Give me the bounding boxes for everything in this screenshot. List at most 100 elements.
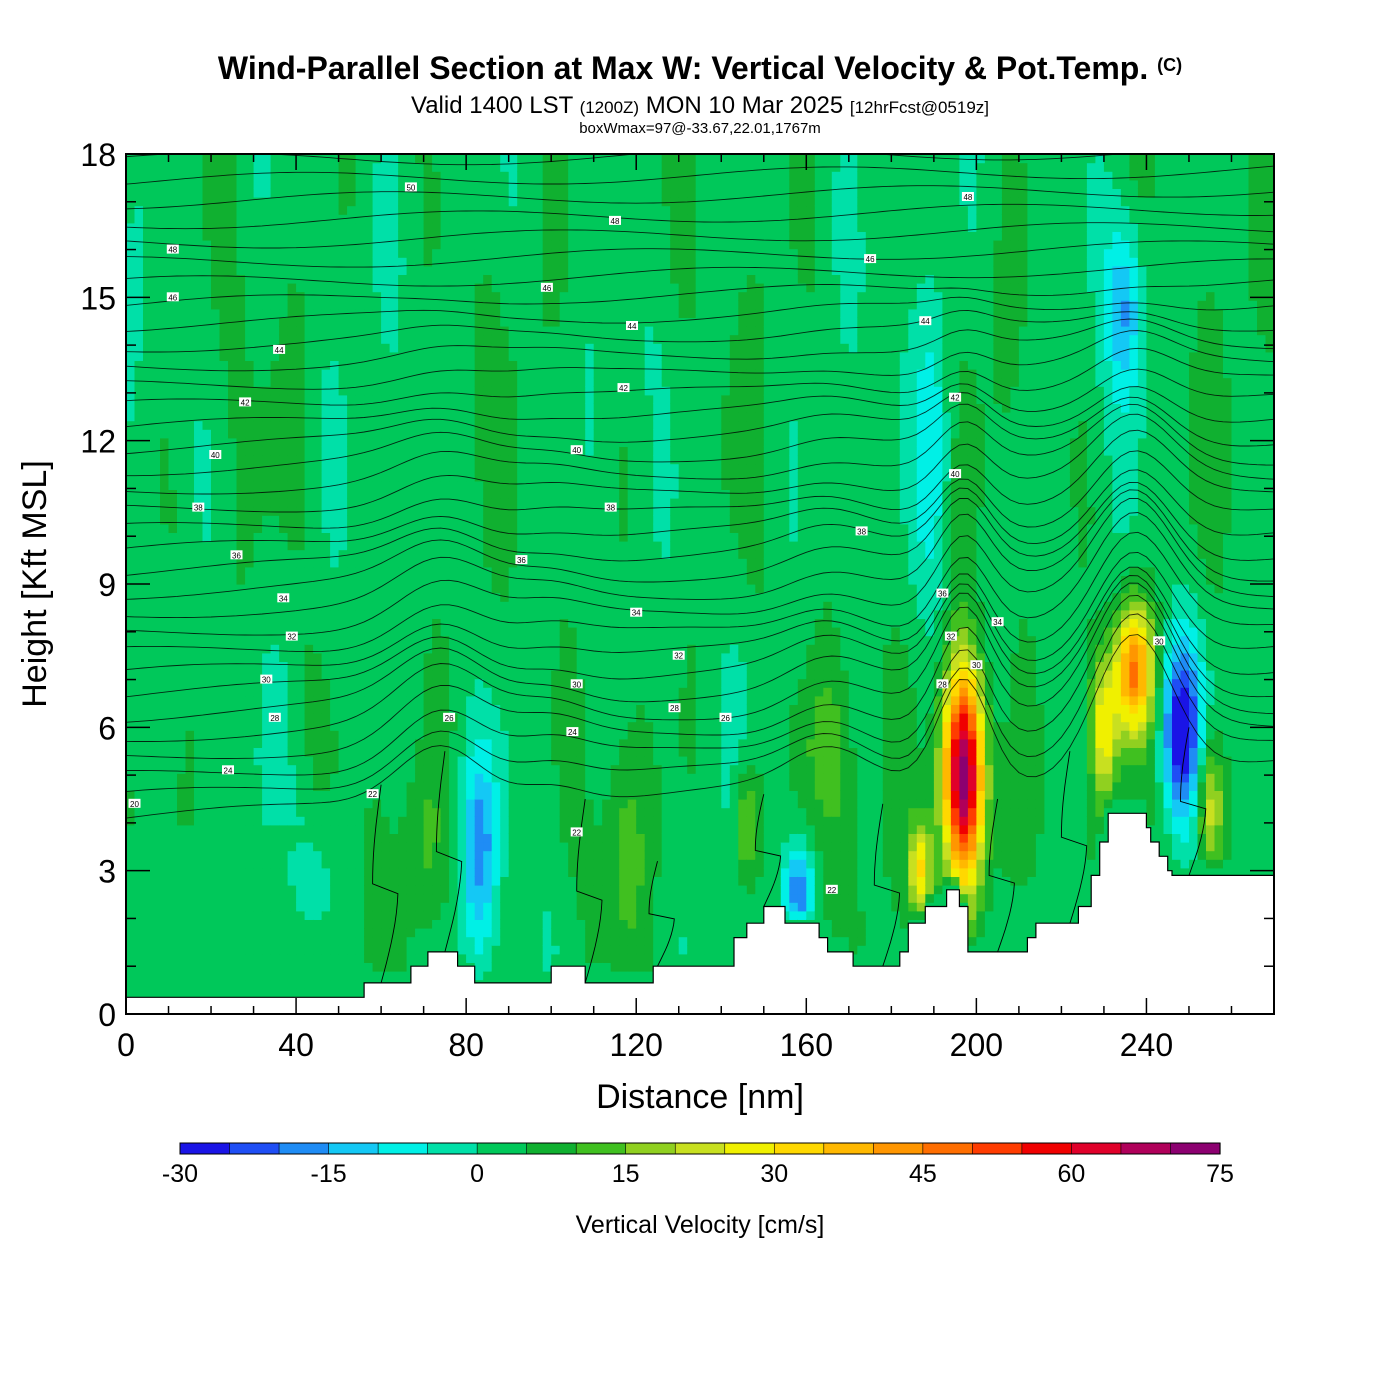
w-cell bbox=[398, 480, 408, 490]
w-cell bbox=[313, 842, 323, 852]
w-cell bbox=[534, 343, 544, 353]
w-cell bbox=[279, 369, 289, 379]
w-cell bbox=[432, 197, 442, 207]
w-cell bbox=[168, 842, 178, 852]
w-cell bbox=[177, 721, 187, 731]
w-cell bbox=[355, 171, 365, 181]
w-cell bbox=[534, 928, 544, 938]
w-cell bbox=[262, 773, 272, 783]
w-cell bbox=[296, 300, 306, 310]
w-cell bbox=[168, 351, 178, 361]
w-cell bbox=[177, 747, 187, 757]
w-cell bbox=[542, 859, 552, 869]
w-cell bbox=[406, 876, 416, 886]
w-cell bbox=[483, 893, 493, 903]
w-cell bbox=[355, 429, 365, 439]
w-cell bbox=[449, 549, 459, 559]
w-cell bbox=[355, 764, 365, 774]
w-cell bbox=[491, 283, 501, 293]
w-cell bbox=[432, 781, 442, 791]
w-cell bbox=[381, 291, 391, 301]
w-cell bbox=[525, 532, 535, 542]
w-cell bbox=[491, 343, 501, 353]
w-cell bbox=[270, 953, 280, 963]
w-cell bbox=[525, 687, 535, 697]
w-cell bbox=[525, 506, 535, 516]
w-cell bbox=[364, 317, 374, 327]
w-cell bbox=[143, 695, 153, 705]
w-cell bbox=[381, 635, 391, 645]
w-cell bbox=[398, 816, 408, 826]
w-cell bbox=[517, 437, 527, 447]
w-cell bbox=[313, 480, 323, 490]
w-cell bbox=[151, 979, 161, 989]
w-cell bbox=[134, 721, 144, 731]
w-cell bbox=[177, 833, 187, 843]
w-cell bbox=[160, 300, 170, 310]
w-cell bbox=[134, 532, 144, 542]
w-cell bbox=[415, 704, 425, 714]
w-cell bbox=[134, 790, 144, 800]
w-cell bbox=[508, 532, 518, 542]
w-cell bbox=[330, 498, 340, 508]
w-cell bbox=[508, 807, 518, 817]
w-cell bbox=[338, 756, 348, 766]
w-cell bbox=[432, 360, 442, 370]
w-cell bbox=[270, 265, 280, 275]
w-cell bbox=[364, 291, 374, 301]
w-cell bbox=[279, 162, 289, 172]
w-cell bbox=[279, 738, 289, 748]
w-cell bbox=[432, 713, 442, 723]
w-cell bbox=[517, 480, 527, 490]
w-cell bbox=[313, 584, 323, 594]
w-cell bbox=[219, 601, 229, 611]
w-cell bbox=[474, 480, 484, 490]
w-cell bbox=[321, 300, 331, 310]
w-cell bbox=[160, 351, 170, 361]
w-cell bbox=[381, 162, 391, 172]
w-cell bbox=[449, 369, 459, 379]
w-cell bbox=[381, 824, 391, 834]
w-cell bbox=[330, 618, 340, 628]
w-cell bbox=[491, 842, 501, 852]
w-cell bbox=[279, 859, 289, 869]
w-cell bbox=[466, 412, 476, 422]
w-cell bbox=[525, 652, 535, 662]
w-cell bbox=[457, 807, 467, 817]
w-cell bbox=[500, 498, 510, 508]
w-cell bbox=[143, 609, 153, 619]
w-cell bbox=[219, 515, 229, 525]
w-cell bbox=[517, 248, 527, 258]
w-cell bbox=[177, 222, 187, 232]
w-cell bbox=[143, 781, 153, 791]
w-cell bbox=[508, 283, 518, 293]
w-cell bbox=[457, 816, 467, 826]
w-cell bbox=[338, 446, 348, 456]
w-cell bbox=[525, 205, 535, 215]
w-cell bbox=[151, 343, 161, 353]
w-cell bbox=[483, 437, 493, 447]
w-cell bbox=[338, 678, 348, 688]
w-cell bbox=[211, 506, 221, 516]
w-cell bbox=[287, 394, 297, 404]
w-cell bbox=[304, 721, 314, 731]
w-cell bbox=[466, 756, 476, 766]
w-cell bbox=[279, 214, 289, 224]
w-cell bbox=[219, 532, 229, 542]
w-cell bbox=[287, 498, 297, 508]
w-cell bbox=[500, 489, 510, 499]
w-cell bbox=[457, 566, 467, 576]
w-cell bbox=[457, 790, 467, 800]
w-cell bbox=[491, 764, 501, 774]
w-cell bbox=[321, 248, 331, 258]
w-cell bbox=[134, 154, 144, 164]
w-cell bbox=[381, 704, 391, 714]
w-cell bbox=[262, 386, 272, 396]
w-cell bbox=[194, 532, 204, 542]
w-cell bbox=[415, 919, 425, 929]
w-cell bbox=[474, 910, 484, 920]
w-cell bbox=[398, 824, 408, 834]
w-cell bbox=[355, 670, 365, 680]
w-cell bbox=[287, 859, 297, 869]
w-cell bbox=[304, 747, 314, 757]
